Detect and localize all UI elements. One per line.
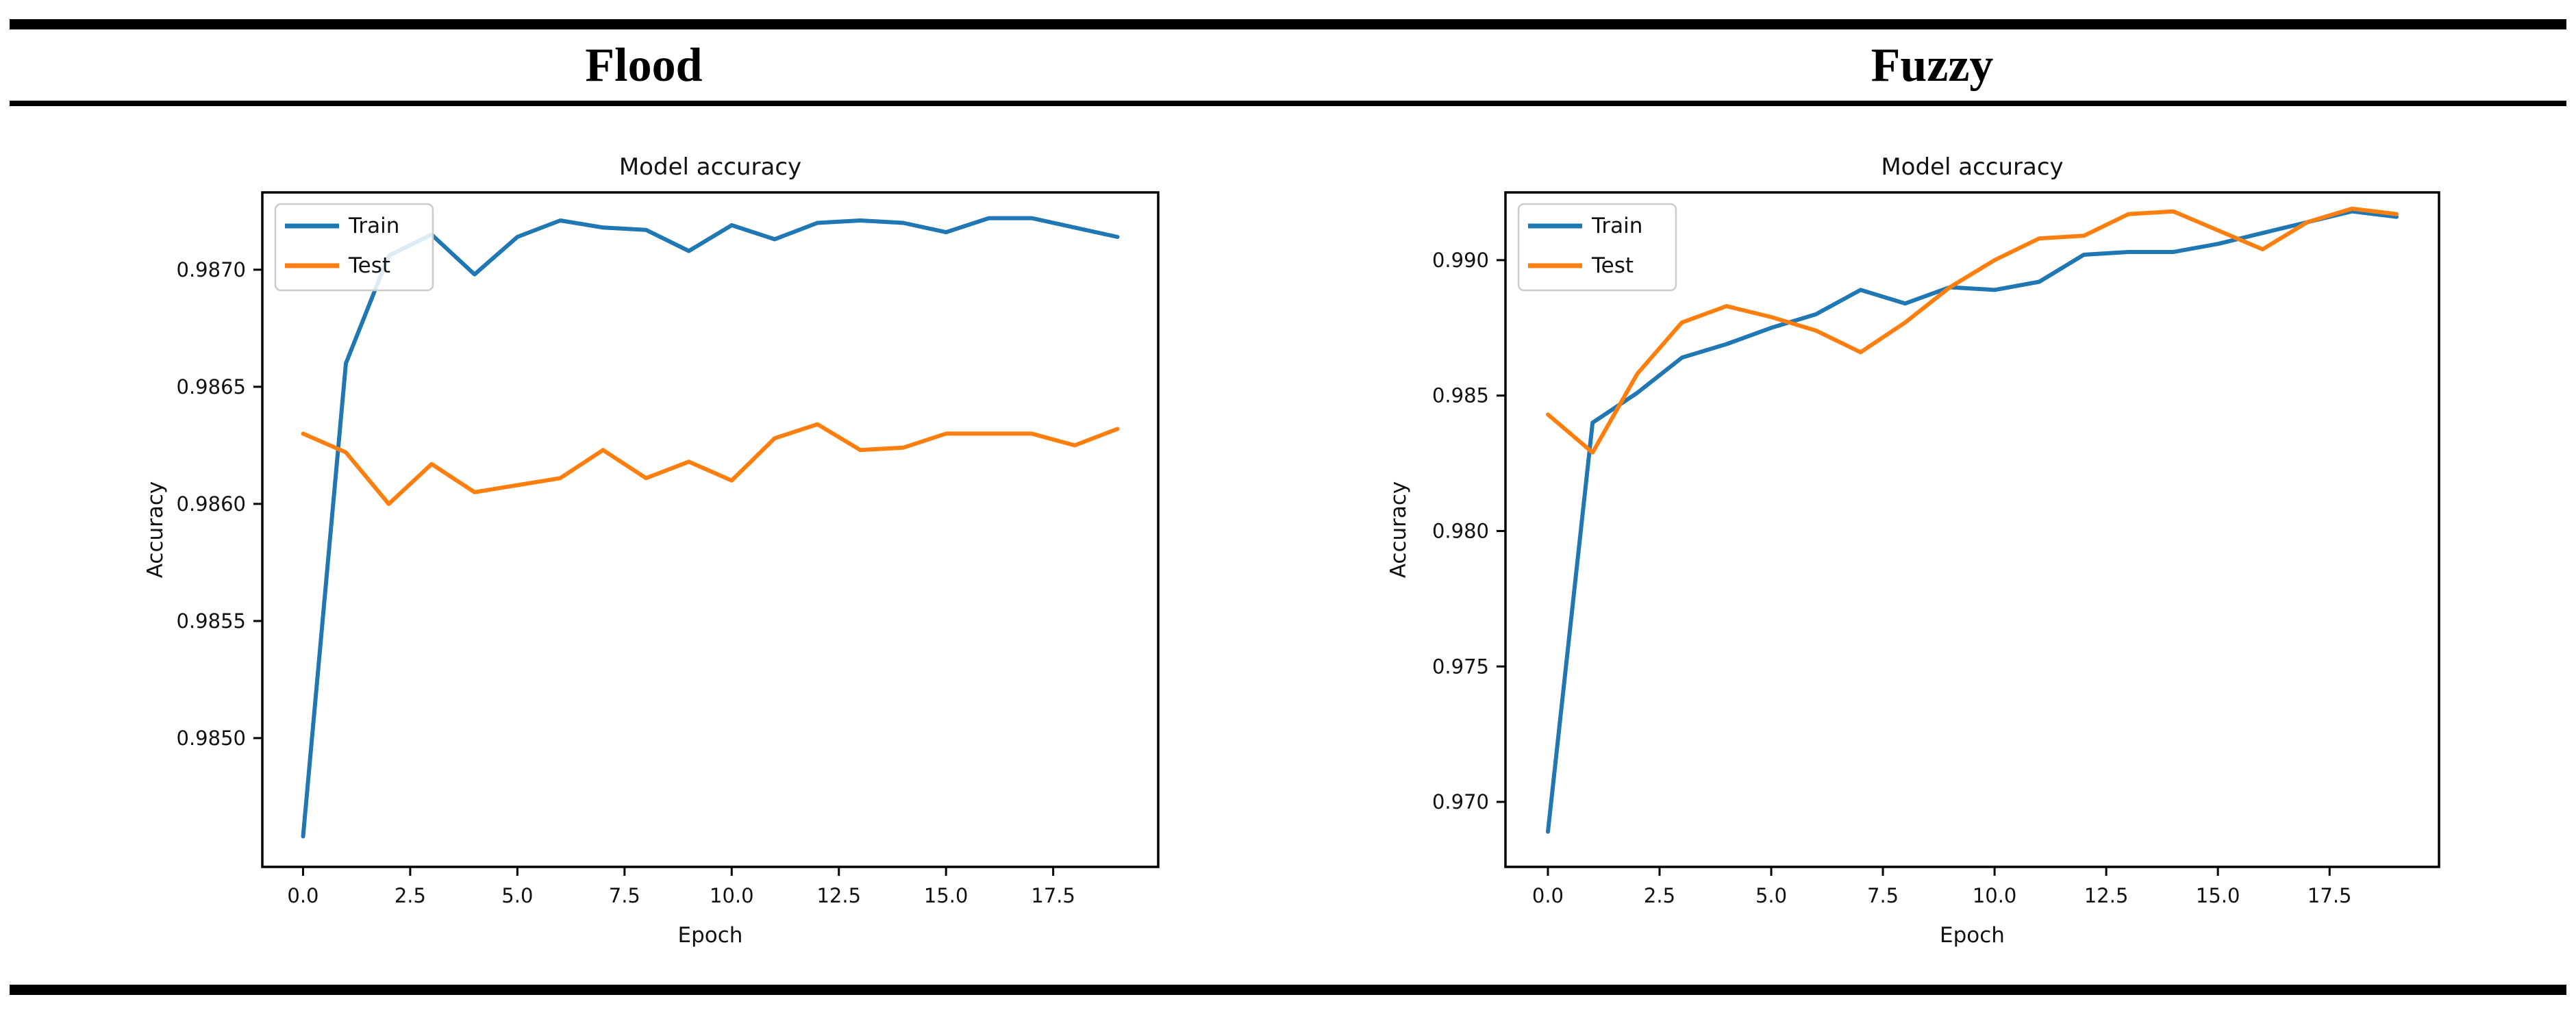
- x-tick-label: 7.5: [609, 884, 640, 907]
- y-tick-label: 0.975: [1432, 655, 1489, 678]
- y-tick-label: 0.9850: [177, 727, 246, 750]
- flood-accuracy-chart: 0.9850 0.9855 0.9860 0.9865 0.9870 0.0 2.5 5.0 7…: [0, 103, 1288, 993]
- table-rule-top: [10, 19, 2566, 29]
- x-tick-label: 5.0: [501, 884, 533, 907]
- y-tick-label: 0.9855: [177, 609, 246, 633]
- table-rule-header: [10, 101, 2566, 106]
- flood-chart-canvas: 0.9850 0.9855 0.9860 0.9865 0.9870 0.0 2.5 5.0 7…: [143, 153, 1160, 948]
- y-tick-label: 0.9860: [177, 492, 246, 516]
- legend-test-label: Test: [348, 253, 390, 278]
- x-tick-label: 12.5: [2084, 884, 2129, 907]
- x-tick-label: 12.5: [816, 884, 861, 907]
- train-line: [1546, 209, 2399, 834]
- x-tick-label: 2.5: [395, 884, 426, 907]
- x-axis-label: Epoch: [1940, 923, 2005, 948]
- column-header-flood: Flood: [585, 39, 703, 92]
- test-line: [1546, 206, 2399, 455]
- y-tick-label: 0.970: [1432, 790, 1489, 813]
- x-tick-label: 10.0: [1973, 884, 2017, 907]
- x-tick-label: 7.5: [1867, 884, 1899, 907]
- table-rule-bottom: [10, 985, 2566, 995]
- chart-title: Model accuracy: [619, 153, 801, 181]
- x-tick-label: 17.5: [1031, 884, 1075, 907]
- legend-test-label: Test: [1591, 253, 1634, 278]
- y-tick-label: 0.990: [1432, 249, 1489, 272]
- y-axis-label: Accuracy: [143, 481, 168, 579]
- y-axis-label: Accuracy: [1386, 481, 1411, 579]
- y-tick-label: 0.985: [1432, 384, 1489, 407]
- x-tick-label: 10.0: [710, 884, 754, 907]
- x-tick-label: 15.0: [924, 884, 968, 907]
- column-header-fuzzy: Fuzzy: [1871, 39, 1994, 92]
- fuzzy-accuracy-chart: 0.970 0.975 0.980 0.985 0.990 0.0 2.5 5.0 7.5 10.…: [1288, 103, 2576, 993]
- fuzzy-chart-canvas: 0.970 0.975 0.980 0.985 0.990 0.0 2.5 5.0 7.5 10.…: [1386, 153, 2440, 948]
- x-tick-label: 5.0: [1755, 884, 1787, 907]
- x-tick-label: 17.5: [2308, 884, 2352, 907]
- x-tick-label: 2.5: [1644, 884, 1675, 907]
- plot-border: [1504, 191, 2440, 868]
- x-tick-label: 15.0: [2196, 884, 2240, 907]
- legend-train-label: Train: [1591, 214, 1642, 238]
- y-tick-label: 0.980: [1432, 519, 1489, 542]
- legend-train-label: Train: [348, 214, 399, 238]
- x-tick-label: 0.0: [1532, 884, 1564, 907]
- y-tick-label: 0.9865: [177, 375, 246, 399]
- train-line: [301, 216, 1120, 839]
- plot-border: [261, 191, 1160, 868]
- x-tick-label: 0.0: [287, 884, 318, 907]
- chart-title: Model accuracy: [1881, 153, 2063, 181]
- x-axis-label: Epoch: [678, 923, 743, 948]
- test-line: [301, 422, 1120, 506]
- y-tick-label: 0.9870: [177, 258, 246, 281]
